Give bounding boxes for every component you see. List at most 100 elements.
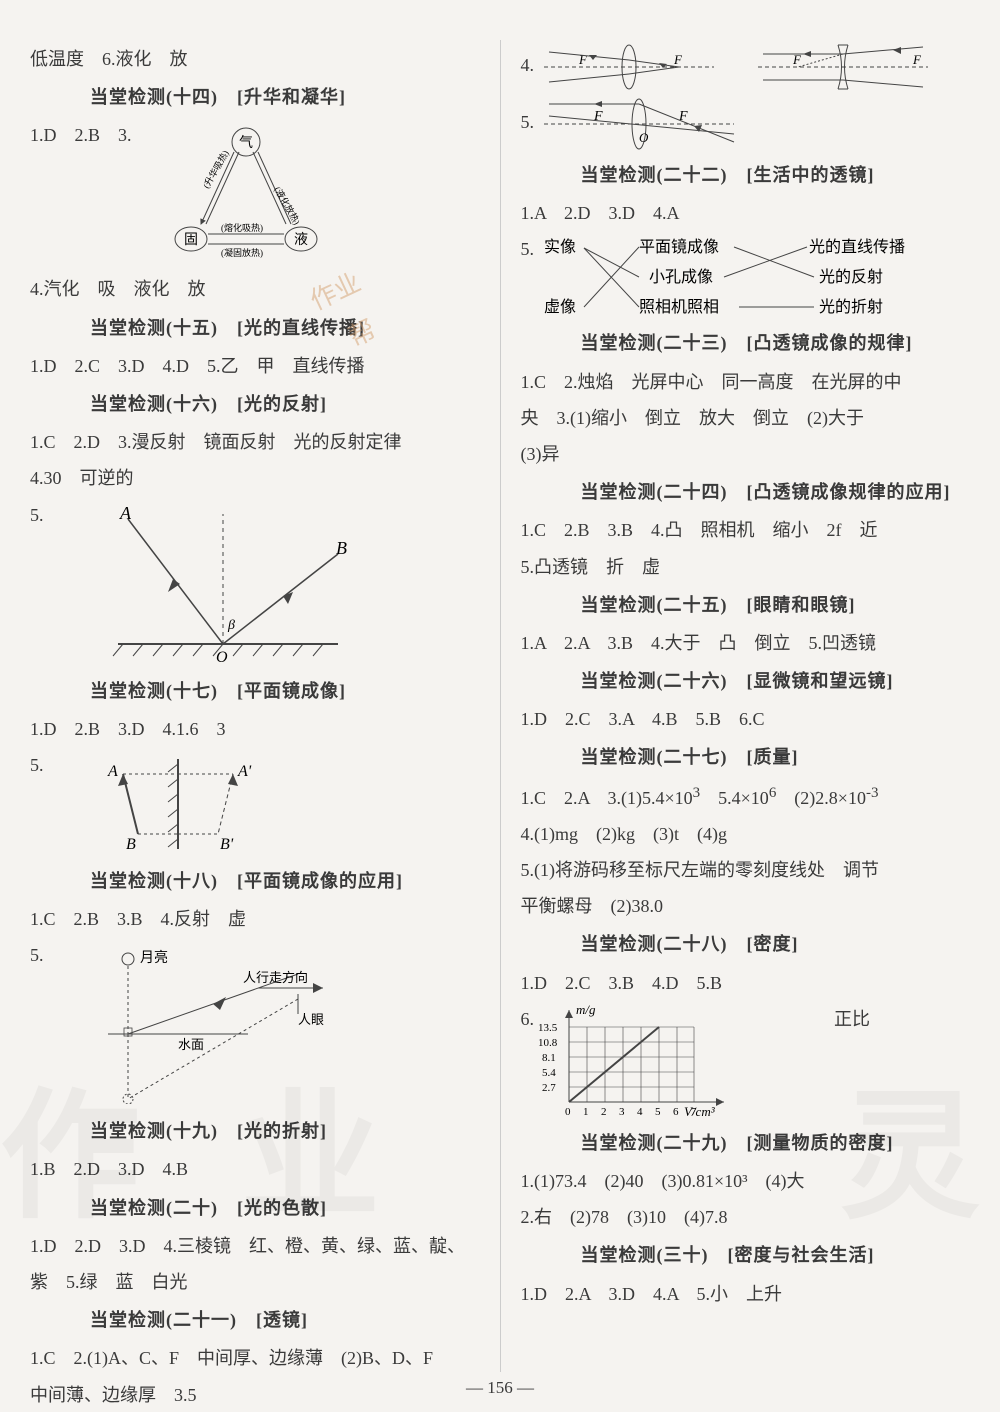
section-heading: 当堂检测(十八) [平面镜成像的应用] — [30, 864, 480, 898]
matching-diagram: 实像 虚像 平面镜成像 小孔成像 照相机照相 光的直线传播 光的反射 光的折射 — [539, 232, 939, 322]
answers: 1.C 2.B 3.B 4.凸 照相机 缩小 2f 近 — [521, 520, 878, 540]
lens-diagram-1: F F — [539, 42, 719, 92]
left-column: 作业 帮 低温度 6.液化 放 当堂检测(十四) [升华和凝华] 1.D 2.B… — [30, 40, 480, 1372]
text-line: 6. m/g V/cm³ — [521, 1002, 971, 1122]
answer-text: 正比 — [834, 1002, 870, 1036]
section-heading: 当堂检测(二十二) [生活中的透镜] — [521, 158, 971, 192]
section-heading: 当堂检测(二十八) [密度] — [521, 927, 971, 961]
answers-part: (2)2.8×10 — [776, 788, 866, 808]
section-heading: 当堂检测(二十四) [凸透镜成像规律的应用] — [521, 475, 971, 509]
text-line: 1.D 2.A 3.D 4.A 5.小 上升 — [521, 1277, 971, 1311]
svg-text:光的折射: 光的折射 — [819, 298, 883, 316]
svg-text:A': A' — [237, 763, 252, 780]
svg-text:(熔化吸热): (熔化吸热) — [221, 222, 263, 233]
q-number: 5. — [30, 505, 44, 525]
svg-text:β: β — [227, 618, 235, 633]
section-heading: 当堂检测(二十六) [显微镜和望远镜] — [521, 664, 971, 698]
text-line: 1.D 2.B 3. 气 固 液 (升华吸热) (液化放热) — [30, 118, 480, 270]
svg-text:3: 3 — [619, 1106, 625, 1118]
page-number: — 156 — — [466, 1372, 534, 1404]
svg-text:B: B — [126, 836, 136, 853]
text-line: 中间薄、边缘厚 3.5 — [30, 1378, 480, 1412]
svg-text:月亮: 月亮 — [140, 949, 168, 966]
section-heading: 当堂检测(二十九) [测量物质的密度] — [521, 1126, 971, 1160]
svg-text:实像: 实像 — [544, 238, 576, 256]
text-line: 2.右 (2)78 (3)10 (4)7.8 — [521, 1200, 971, 1234]
text-line: 5. 实像 虚像 平面镜成像 小孔成像 照相机照相 光的直线传播 光的反射 光的… — [521, 232, 971, 322]
density-chart: m/g V/cm³ 2.75.4 8.110.8 13.5 — [534, 1002, 734, 1122]
section-heading: 当堂检测(十七) [平面镜成像] — [30, 674, 480, 708]
section-heading: 当堂检测(十五) [光的直线传播] — [30, 311, 480, 345]
text-line: 4. F F — [521, 42, 971, 92]
phase-triangle-diagram: 气 固 液 (升华吸热) (液化放热) (熔化吸热) (凝固放热) — [166, 124, 326, 264]
svg-text:人行走方向: 人行走方向 — [243, 970, 308, 985]
text-line: 1.D 2.B 3.D 4.1.6 3 — [30, 712, 480, 746]
svg-text:1: 1 — [583, 1106, 589, 1118]
svg-text:6: 6 — [673, 1106, 679, 1118]
text-line: 央 3.(1)缩小 倒立 放大 倒立 (2)大于 — [521, 401, 971, 435]
svg-text:O: O — [216, 649, 228, 664]
reflection-diagram: A B O β — [98, 504, 358, 664]
text-line: 4.30 可逆的 — [30, 461, 480, 495]
text-line: 5. A — [30, 498, 480, 670]
text-line: 4.(1)mg (2)kg (3)t (4)g — [521, 817, 971, 851]
svg-text:F: F — [673, 52, 683, 67]
svg-text:平面镜成像: 平面镜成像 — [639, 237, 719, 256]
gas-label: 气 — [239, 135, 253, 151]
text-line: 低温度 6.液化 放 — [30, 42, 480, 76]
svg-text:B': B' — [220, 836, 234, 853]
section-heading: 当堂检测(三十) [密度与社会生活] — [521, 1238, 971, 1272]
text-line: 1.D 2.C 3.D 4.D 5.乙 甲 直线传播 — [30, 349, 480, 383]
section-heading: 当堂检测(二十) [光的色散] — [30, 1191, 480, 1225]
svg-text:F: F — [593, 109, 603, 124]
q-number: 5. — [30, 755, 44, 775]
text-line: 1.C 2.(1)A、C、F 中间厚、边缘薄 (2)B、D、F — [30, 1341, 480, 1375]
svg-text:F: F — [912, 52, 922, 67]
section-heading: 当堂检测(二十七) [质量] — [521, 740, 971, 774]
svg-text:人眼: 人眼 — [298, 1012, 324, 1027]
svg-text:5.4: 5.4 — [542, 1067, 556, 1079]
section-heading: 当堂检测(二十三) [凸透镜成像的规律] — [521, 326, 971, 360]
text-line: 5. 月亮 水面 人行走方向 人眼 — [30, 938, 480, 1110]
page-container: 作业 帮 低温度 6.液化 放 当堂检测(十四) [升华和凝华] 1.D 2.B… — [30, 40, 970, 1372]
text-line: 1.A 2.A 3.B 4.大于 凸 倒立 5.凹透镜 — [521, 626, 971, 660]
svg-text:(液化放热): (液化放热) — [272, 185, 303, 227]
mirror-image-diagram: A A' B B' — [98, 754, 258, 854]
text-line: 5. F F O — [521, 94, 971, 154]
svg-text:光的反射: 光的反射 — [819, 268, 883, 286]
svg-text:8.1: 8.1 — [542, 1052, 556, 1064]
text-line: 1.B 2.D 3.D 4.B — [30, 1152, 480, 1186]
right-column: 4. F F — [521, 40, 971, 1372]
text-line: 1.D 2.C 3.A 4.B 5.B 6.C — [521, 702, 971, 736]
svg-text:7: 7 — [691, 1106, 697, 1118]
text-line: 5.凸透镜 折 虚 — [521, 550, 971, 584]
svg-text:F: F — [578, 52, 588, 67]
answers-part: 5.4×10 — [700, 788, 769, 808]
lens-diagram-3: F F O — [539, 94, 739, 154]
svg-text:虚像: 虚像 — [544, 298, 576, 316]
text-line: 1.C 2.B 3.B 4.反射 虚 — [30, 902, 480, 936]
svg-text:10.8: 10.8 — [538, 1037, 558, 1049]
svg-text:A: A — [107, 763, 118, 780]
svg-text:m/g: m/g — [576, 1002, 596, 1017]
section-heading: 当堂检测(十六) [光的反射] — [30, 387, 480, 421]
q-number: 6. — [521, 1002, 535, 1036]
q-number: 5. — [521, 112, 535, 132]
text-line: 1.D 2.C 3.B 4.D 5.B — [521, 966, 971, 1000]
text-line: 平衡螺母 (2)38.0 — [521, 889, 971, 923]
q-number: 4. — [521, 55, 535, 75]
text-line: 1.C 2.烛焰 光屏中心 同一高度 在光屏的中 — [521, 365, 971, 399]
svg-text:0: 0 — [565, 1106, 571, 1118]
svg-text:光的直线传播: 光的直线传播 — [809, 238, 905, 256]
text-line: 1.(1)73.4 (2)40 (3)0.81×10³ (4)大 — [521, 1164, 971, 1198]
text-line: 1.C 2.A 3.(1)5.4×103 5.4×106 (2)2.8×10-3 — [521, 779, 971, 815]
section-heading: 当堂检测(十四) [升华和凝华] — [30, 80, 480, 114]
liquid-label: 液 — [294, 232, 308, 248]
section-heading: 当堂检测(二十五) [眼睛和眼镜] — [521, 588, 971, 622]
svg-text:2.7: 2.7 — [542, 1082, 556, 1094]
text-line: 5.(1)将游码移至标尺左端的零刻度线处 调节 — [521, 853, 971, 887]
svg-text:V/cm³: V/cm³ — [684, 1104, 716, 1119]
text-line: 紫 5.绿 蓝 白光 — [30, 1265, 480, 1299]
moon-water-diagram: 月亮 水面 人行走方向 人眼 — [98, 944, 338, 1104]
svg-text:小孔成像: 小孔成像 — [649, 268, 713, 286]
